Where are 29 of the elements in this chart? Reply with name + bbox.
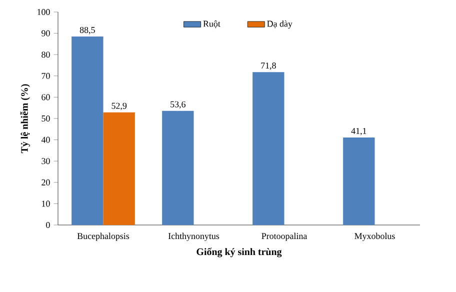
y-tick-label: 0 bbox=[46, 222, 50, 228]
y-tick-label: 30 bbox=[42, 158, 50, 164]
data-label: 53,6 bbox=[170, 101, 186, 109]
x-tick-label: Bucephalopsis bbox=[77, 232, 130, 241]
y-tick-label: 20 bbox=[42, 179, 50, 186]
data-label: 88,5 bbox=[80, 26, 95, 34]
data-label: 52,9 bbox=[112, 102, 127, 110]
x-axis-title: Giống ký sinh trùng bbox=[196, 248, 282, 258]
bar bbox=[103, 112, 135, 225]
legend-label: Dạ dày bbox=[267, 20, 292, 29]
y-tick-label: 60 bbox=[42, 94, 50, 100]
bar bbox=[343, 137, 375, 225]
y-tick-label: 40 bbox=[41, 136, 50, 143]
y-tick-label: 10 bbox=[42, 200, 50, 207]
x-tick-label: Protoopalina bbox=[262, 232, 308, 241]
y-tick-label: 70 bbox=[42, 72, 50, 79]
bar bbox=[162, 110, 194, 225]
y-tick-label: 50 bbox=[42, 115, 50, 122]
y-tick-label: 80 bbox=[42, 52, 50, 58]
x-tick-label: Ichthynonytus bbox=[168, 232, 220, 241]
y-axis-title: Tỷ lệ nhiễm (%) bbox=[20, 84, 30, 154]
bar bbox=[252, 72, 284, 225]
data-label: 41,1 bbox=[351, 128, 366, 136]
data-label: 71,8 bbox=[261, 62, 276, 70]
y-tick-label: 90 bbox=[42, 30, 50, 36]
x-tick-label: Myxobolus bbox=[354, 232, 395, 241]
legend-label: Ruột bbox=[203, 20, 220, 28]
bar bbox=[72, 36, 104, 225]
y-tick-label: 100 bbox=[38, 8, 50, 16]
